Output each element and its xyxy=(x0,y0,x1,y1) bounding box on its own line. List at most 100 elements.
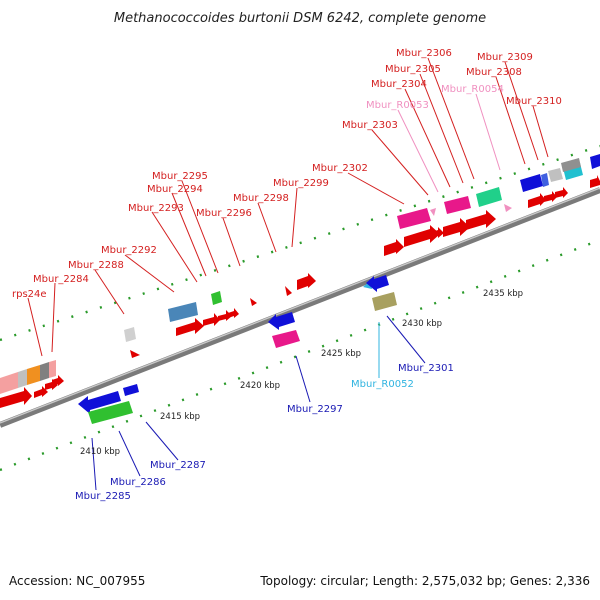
callout-mbur-2304 xyxy=(404,88,451,188)
gene-arrow xyxy=(384,239,404,256)
callout-mbur-2305 xyxy=(419,73,464,184)
gene-label: Mbur_2296 xyxy=(196,208,252,219)
gene-block xyxy=(520,174,543,192)
gene-block xyxy=(272,330,300,348)
gene-label: Mbur_2301 xyxy=(398,363,454,374)
gene-block xyxy=(49,360,56,378)
callout-mbur-2296 xyxy=(222,217,241,267)
genome-backbone xyxy=(0,187,600,428)
gene-block xyxy=(590,154,600,169)
gene-block xyxy=(444,196,471,214)
gene-arrow xyxy=(544,191,557,202)
gene-arrow xyxy=(176,318,204,336)
gene-block xyxy=(168,302,198,322)
gene-arrow xyxy=(0,387,32,408)
gene-label: Mbur_2285 xyxy=(75,491,131,502)
gene-label: Mbur_2309 xyxy=(477,52,533,63)
gene-label: Mbur_R0054 xyxy=(441,84,504,95)
gene-block xyxy=(211,291,222,305)
gene-label: Mbur_2288 xyxy=(68,260,124,271)
gene-block xyxy=(27,365,40,385)
genome-info-text: Topology: circular; Length: 2,575,032 bp… xyxy=(260,574,590,588)
gene-arrow xyxy=(78,391,121,414)
gene-block xyxy=(476,187,502,207)
callout-mbur-2310 xyxy=(532,105,549,158)
gene-label: Mbur_2299 xyxy=(273,178,329,189)
gene-block xyxy=(541,173,549,187)
kbp-tick-label: 2425 kbp xyxy=(321,349,361,359)
gene-label: Mbur_2292 xyxy=(101,245,157,256)
gene-label: Mbur_2304 xyxy=(371,79,427,90)
gene-arrow xyxy=(432,227,444,238)
gene-arrow xyxy=(366,275,389,292)
gene-block xyxy=(561,158,581,172)
callout-mbur-2295 xyxy=(181,180,219,274)
gene-arrow xyxy=(268,312,295,330)
kbp-tick-label: 2415 kbp xyxy=(160,412,200,422)
gene-arrow xyxy=(528,193,546,208)
gene-block xyxy=(548,168,563,182)
map-title: Methanococcoides burtonii DSM 6242, comp… xyxy=(114,11,486,26)
gene-label: Mbur_2295 xyxy=(152,171,208,182)
kbp-tick-label: 2410 kbp xyxy=(80,447,120,457)
track-guides xyxy=(0,144,600,472)
gene-arrow xyxy=(285,286,292,296)
gene-block xyxy=(124,327,136,342)
gene-label: Mbur_R0052 xyxy=(351,379,414,390)
gene-label: Mbur_2310 xyxy=(506,96,562,107)
gene-arrow xyxy=(52,375,64,386)
gene-block xyxy=(372,292,397,311)
callout-rps24e xyxy=(27,297,43,357)
callout-mbur-2299 xyxy=(291,187,298,248)
gene-block xyxy=(88,401,133,424)
gene-label: Mbur_2303 xyxy=(342,120,398,131)
callout-mbur-2292 xyxy=(124,254,175,293)
gene-arrow xyxy=(218,310,232,321)
callout-mbur-2288 xyxy=(94,269,125,315)
callout-mbur-2306 xyxy=(427,57,475,180)
gene-label: Mbur_2308 xyxy=(466,67,522,78)
gene-arrow xyxy=(504,204,512,212)
gene-label: Mbur_2286 xyxy=(110,477,166,488)
gene-label: Mbur_2298 xyxy=(233,193,289,204)
callout-mbur-r0054 xyxy=(475,93,501,171)
callout-mbur-2303 xyxy=(371,129,429,196)
callout-mbur-2308 xyxy=(495,76,526,165)
gene-arrow xyxy=(250,298,257,306)
gene-arrow xyxy=(404,225,440,247)
gene-arrow xyxy=(203,313,220,326)
gene-arrow xyxy=(590,175,600,188)
callout-mbur-2284 xyxy=(51,282,56,353)
gene-block xyxy=(40,362,49,381)
gene-label: Mbur_2287 xyxy=(150,460,206,471)
gene-arrow xyxy=(443,218,470,237)
gene-block xyxy=(397,208,431,229)
callout-mbur-2294 xyxy=(171,192,207,277)
gene-label: Mbur_2302 xyxy=(312,163,368,174)
accession-text: Accession: NC_007955 xyxy=(9,574,146,588)
gene-label: Mbur_2305 xyxy=(385,64,441,75)
callout-mbur-2309 xyxy=(504,61,539,161)
gene-arrow xyxy=(430,208,436,216)
gene-block xyxy=(0,372,18,394)
gene-label: Mbur_2293 xyxy=(128,203,184,214)
callout-mbur-2298 xyxy=(257,202,277,253)
callout-mbur-2287 xyxy=(145,421,179,461)
gene-label: rps24e xyxy=(12,289,47,300)
gene-label: Mbur_R0053 xyxy=(366,100,429,111)
callout-mbur-2302 xyxy=(347,172,405,205)
callout-mbur-2293 xyxy=(151,211,198,283)
callout-mbur-2285 xyxy=(91,437,97,491)
kbp-tick-label: 2420 kbp xyxy=(240,381,280,391)
callout-mbur-2297 xyxy=(295,355,311,403)
callout-mbur-2301 xyxy=(386,315,426,364)
gene-arrow xyxy=(34,386,48,398)
gene-arrow xyxy=(130,350,140,358)
gene-arrow xyxy=(466,210,496,230)
gene-block xyxy=(18,369,27,388)
gene-label: Mbur_2306 xyxy=(396,48,452,59)
callout-mbur-r0053 xyxy=(397,109,439,193)
gene-label: Mbur_2294 xyxy=(147,184,203,195)
gene-arrow xyxy=(123,384,139,396)
